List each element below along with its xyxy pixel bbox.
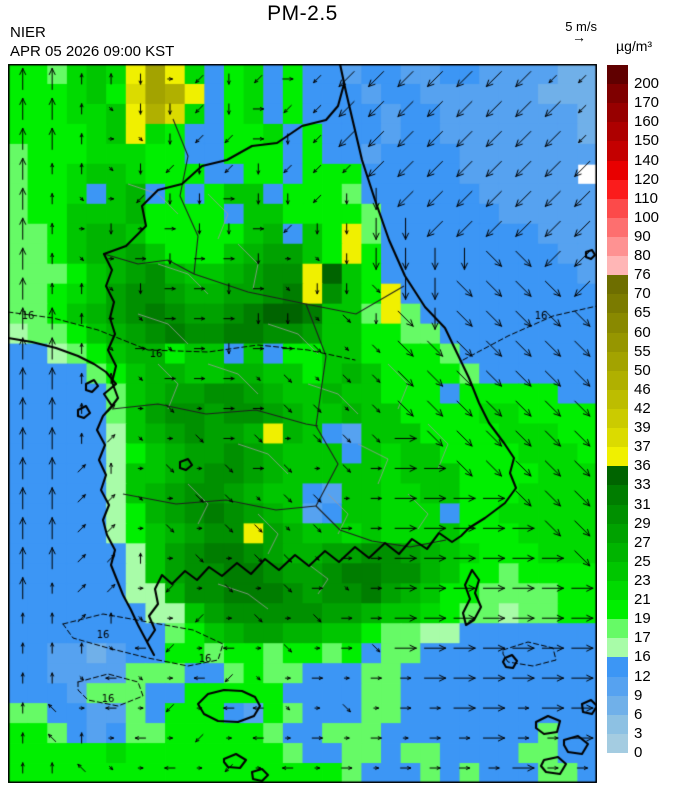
colorbar-label: 110 <box>634 189 658 207</box>
colorbar-label: 100 <box>634 208 660 226</box>
colorbar-label: 200 <box>634 75 660 93</box>
colorbar-label: 0 <box>634 744 643 761</box>
colorbar-segment <box>607 65 628 85</box>
colorbar-segment <box>607 141 628 161</box>
colorbar-label: 120 <box>634 170 660 188</box>
colorbar-segment <box>607 294 628 314</box>
colorbar <box>607 65 628 753</box>
colorbar-segment <box>607 236 628 257</box>
colorbar-segment <box>607 313 628 333</box>
colorbar-segment <box>607 485 628 505</box>
colorbar-labels: 200 170 160 150 140 120 110 100 90 80 76 70 65 60 55 50… <box>634 65 672 765</box>
colorbar-label: 9 <box>634 686 643 704</box>
colorbar-segment <box>607 561 628 581</box>
colorbar-segment <box>607 504 628 524</box>
colorbar-label: 90 <box>634 228 651 245</box>
colorbar-segment <box>607 714 628 734</box>
colorbar-label: 36 <box>634 457 651 475</box>
colorbar-label: 17 <box>634 629 651 647</box>
colorbar-segment <box>607 332 628 352</box>
page-title: PM-2.5 <box>267 2 338 25</box>
colorbar-label: 170 <box>634 94 660 112</box>
agency-label: NIER <box>10 24 46 41</box>
colorbar-label: 21 <box>634 591 651 609</box>
colorbar-label: 16 <box>634 648 651 666</box>
wind-reference-arrow-icon: → <box>572 29 586 45</box>
colorbar-segment <box>607 657 628 677</box>
colorbar-label: 42 <box>634 400 651 417</box>
colorbar-label: 76 <box>634 266 651 284</box>
colorbar-segment <box>607 179 628 199</box>
colorbar-label: 150 <box>634 132 660 150</box>
colorbar-segment <box>607 256 628 276</box>
colorbar-label: 25 <box>634 552 651 570</box>
colorbar-segment <box>607 466 628 486</box>
colorbar-label: 80 <box>634 247 651 265</box>
colorbar-label: 23 <box>634 572 651 589</box>
colorbar-segment <box>607 122 628 142</box>
wind-reference-label: 5 m/s <box>565 19 597 34</box>
unit-label: µg/m³ <box>616 38 653 54</box>
colorbar-label: 65 <box>634 304 651 322</box>
colorbar-segment <box>607 198 628 218</box>
colorbar-segment <box>607 542 628 562</box>
colorbar-label: 50 <box>634 361 651 379</box>
colorbar-segment <box>607 351 628 371</box>
colorbar-segment <box>607 695 628 715</box>
colorbar-label: 60 <box>634 323 651 341</box>
colorbar-label: 33 <box>634 476 651 494</box>
colorbar-label: 3 <box>634 724 643 742</box>
colorbar-segment <box>607 103 628 123</box>
colorbar-label: 160 <box>634 113 660 131</box>
colorbar-label: 31 <box>634 495 651 513</box>
colorbar-segment <box>607 733 628 753</box>
colorbar-label: 37 <box>634 438 651 456</box>
colorbar-segment <box>607 619 628 639</box>
datetime-label: APR 05 2026 09:00 KST <box>10 43 175 60</box>
colorbar-segment <box>607 408 628 429</box>
colorbar-segment <box>607 447 628 467</box>
colorbar-label: 6 <box>634 705 643 723</box>
colorbar-label: 29 <box>634 514 651 532</box>
colorbar-label: 27 <box>634 533 651 551</box>
colorbar-segment <box>607 676 628 696</box>
colorbar-segment <box>607 580 628 601</box>
colorbar-segment <box>607 160 628 180</box>
colorbar-label: 12 <box>634 667 651 685</box>
colorbar-segment <box>607 638 628 658</box>
colorbar-label: 39 <box>634 419 651 437</box>
colorbar-label: 46 <box>634 380 651 398</box>
colorbar-label: 55 <box>634 342 651 360</box>
colorbar-segment <box>607 389 628 409</box>
colorbar-segment <box>607 217 628 237</box>
colorbar-segment <box>607 523 628 543</box>
colorbar-segment <box>607 600 628 620</box>
colorbar-label: 19 <box>634 610 651 628</box>
colorbar-segment <box>607 84 628 104</box>
colorbar-segment <box>607 275 628 295</box>
colorbar-segment <box>607 428 628 448</box>
colorbar-segment <box>607 370 628 390</box>
colorbar-label: 70 <box>634 285 651 303</box>
pm25-concentration-map <box>8 64 597 783</box>
colorbar-label: 140 <box>634 151 660 169</box>
